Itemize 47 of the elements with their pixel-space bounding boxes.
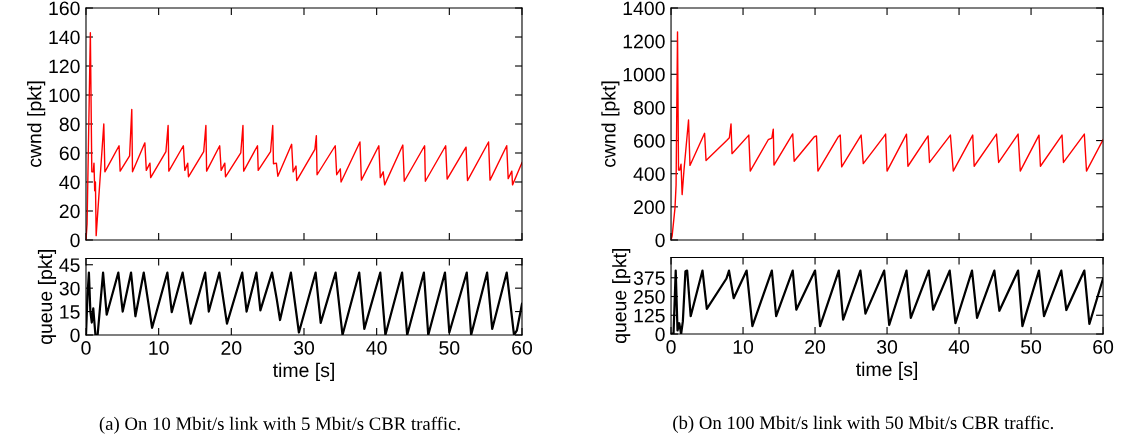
x-tick-label: 60 xyxy=(1093,340,1114,354)
y-tick-label: 20 xyxy=(59,204,80,219)
y-tick-label: 15 xyxy=(60,305,80,319)
y-tick-label: 100 xyxy=(49,88,80,103)
y-tick-label: 0 xyxy=(655,327,665,342)
y-tick-label: 160 xyxy=(49,1,80,16)
x-tick-label: 50 xyxy=(439,341,460,355)
x-axis-title: time [s] xyxy=(272,362,334,381)
text: (b) On 100 Mbit/s link with 50 Mbit/s CBR traffic. xyxy=(673,415,1054,433)
y-tick-label: 1000 xyxy=(623,67,665,82)
y-tick-label: 45 xyxy=(59,258,80,272)
y-tick-label: 140 xyxy=(49,30,80,45)
y-tick-label: 125 xyxy=(634,308,665,323)
x-tick-label: 0 xyxy=(666,340,676,354)
x-tick-label: 30 xyxy=(876,340,898,354)
y-tick-label: 200 xyxy=(634,200,665,215)
y-tick-label: 30 xyxy=(59,281,80,296)
x-tick-label: 40 xyxy=(366,341,387,355)
y-tick-label: 250 xyxy=(634,289,665,304)
y-tick-label: 120 xyxy=(49,59,80,74)
x-tick-label: 60 xyxy=(512,341,533,355)
y-axis-title: queue [pkt] xyxy=(612,249,631,344)
x-tick-label: 20 xyxy=(221,341,242,355)
y-axis-title: queue [pkt] xyxy=(37,250,57,345)
x-tick-label: 0 xyxy=(81,341,91,355)
x-tick-label: 40 xyxy=(948,340,970,354)
x-tick-label: 50 xyxy=(1021,340,1042,354)
x-tick-label: 10 xyxy=(149,341,169,355)
y-tick-label: 1200 xyxy=(623,34,665,49)
x-tick-label: 10 xyxy=(733,340,754,354)
y-tick-label: 0 xyxy=(70,233,80,248)
x-axis-title: time [s] xyxy=(856,361,917,380)
y-axis-title: cwnd [pkt] xyxy=(601,81,620,167)
y-tick-label: 1400 xyxy=(623,1,665,16)
y-tick-label: 375 xyxy=(633,271,665,286)
y-tick-label: 40 xyxy=(59,175,80,190)
y-tick-label: 80 xyxy=(59,117,80,132)
y-tick-label: 800 xyxy=(633,100,665,115)
y-tick-label: 60 xyxy=(59,146,80,161)
x-tick-label: 30 xyxy=(293,341,315,355)
y-tick-label: 400 xyxy=(633,167,665,181)
y-tick-label: 600 xyxy=(634,134,665,148)
y-axis-title: cwnd [pkt] xyxy=(27,81,46,167)
x-tick-label: 20 xyxy=(805,340,826,354)
text: (a) On 10 Mbit/s link with 5 Mbit/s CBR traffic. xyxy=(99,416,460,434)
y-tick-label: 0 xyxy=(70,328,80,343)
y-tick-label: 0 xyxy=(655,233,665,248)
